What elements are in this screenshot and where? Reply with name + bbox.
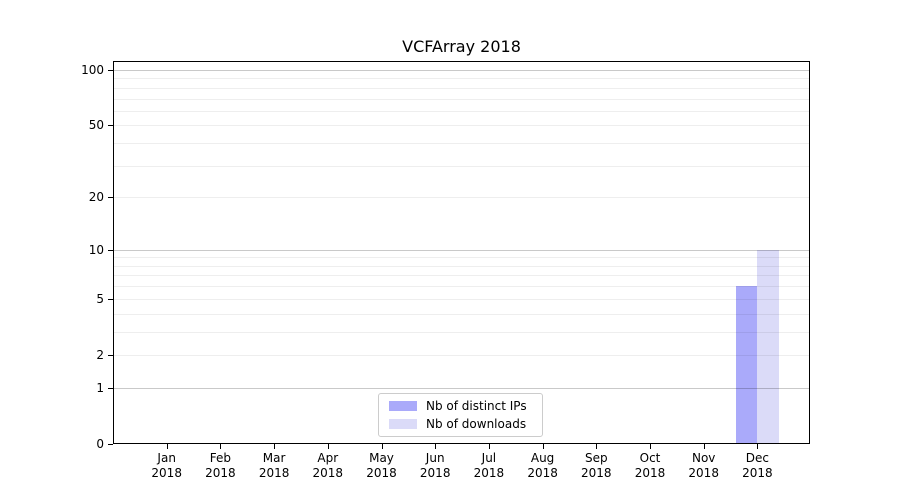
x-axis-tick [327, 444, 329, 449]
bar-distinct-ips [735, 286, 758, 444]
y-axis-tick [108, 299, 113, 300]
x-axis-tick-label: May 2018 [366, 451, 397, 480]
x-axis-tick [435, 444, 437, 449]
y-axis-tick [108, 197, 113, 198]
minor-gridline [114, 314, 809, 315]
minor-gridline [114, 332, 809, 333]
legend-label: Nb of downloads [426, 417, 527, 431]
y-axis-tick-label: 10 [88, 242, 104, 257]
major-gridline [114, 250, 809, 251]
minor-gridline [114, 125, 809, 126]
y-axis-tick-label: 2 [96, 347, 104, 362]
x-axis-tick [381, 444, 383, 449]
x-axis-tick-label: Apr 2018 [312, 451, 344, 480]
minor-gridline [114, 299, 809, 300]
x-axis-tick-label: Aug 2018 [527, 451, 558, 480]
x-axis-tick [166, 444, 168, 449]
x-axis-tick [757, 444, 759, 449]
x-axis-tick [274, 444, 276, 449]
x-axis-tick [596, 444, 598, 449]
major-gridline [114, 388, 809, 389]
y-axis-tick-label: 1 [96, 380, 104, 395]
minor-gridline [114, 286, 809, 287]
x-axis-tick-label: Nov 2018 [688, 451, 719, 480]
legend-row: Nb of distinct IPs [389, 399, 542, 413]
major-gridline [114, 70, 809, 71]
y-axis-tick-label: 0 [96, 437, 104, 451]
chart-title: VCFArray 2018 [402, 37, 521, 56]
minor-gridline [114, 275, 809, 276]
legend-swatch [389, 401, 417, 411]
plot-area [113, 61, 810, 444]
y-axis-tick [108, 250, 113, 251]
legend-row: Nb of downloads [389, 417, 542, 431]
minor-gridline [114, 355, 809, 356]
y-axis-tick [108, 355, 113, 356]
y-axis-tick [108, 444, 113, 445]
y-axis-tick [108, 388, 113, 389]
x-axis-tick [650, 444, 651, 449]
minor-gridline [114, 111, 809, 112]
x-axis-tick [488, 444, 490, 449]
minor-gridline [114, 197, 809, 198]
legend-swatch [389, 419, 417, 429]
bar-downloads [757, 249, 779, 444]
x-axis-tick-label: Oct 2018 [634, 451, 666, 480]
x-axis-tick [220, 444, 222, 449]
minor-gridline [114, 78, 809, 79]
minor-gridline [114, 99, 809, 100]
y-axis-tick [108, 70, 113, 71]
minor-gridline [114, 166, 809, 167]
x-axis-tick-label: Jan 2018 [151, 451, 182, 480]
x-axis-tick-label: Jun 2018 [419, 451, 451, 480]
y-axis-tick-label: 5 [96, 291, 104, 306]
x-axis-tick-label: Sep 2018 [581, 451, 612, 480]
y-axis-tick [108, 125, 113, 126]
y-axis-tick-label: 100 [81, 63, 104, 77]
minor-gridline [114, 143, 809, 144]
x-axis-tick-label: Dec 2018 [742, 451, 773, 480]
minor-gridline [114, 257, 809, 258]
x-axis-tick [542, 444, 544, 449]
legend-label: Nb of distinct IPs [426, 399, 527, 413]
minor-gridline [114, 266, 809, 267]
y-axis-tick-label: 50 [88, 118, 104, 133]
x-axis-tick-label: Mar 2018 [258, 451, 290, 480]
legend: Nb of distinct IPs Nb of downloads [378, 393, 543, 437]
minor-gridline [114, 88, 809, 89]
x-axis-tick-label: Jul 2018 [473, 451, 505, 480]
y-axis-tick-label: 20 [88, 190, 104, 205]
x-axis-tick [703, 444, 705, 449]
x-axis-tick-label: Feb 2018 [205, 451, 236, 480]
